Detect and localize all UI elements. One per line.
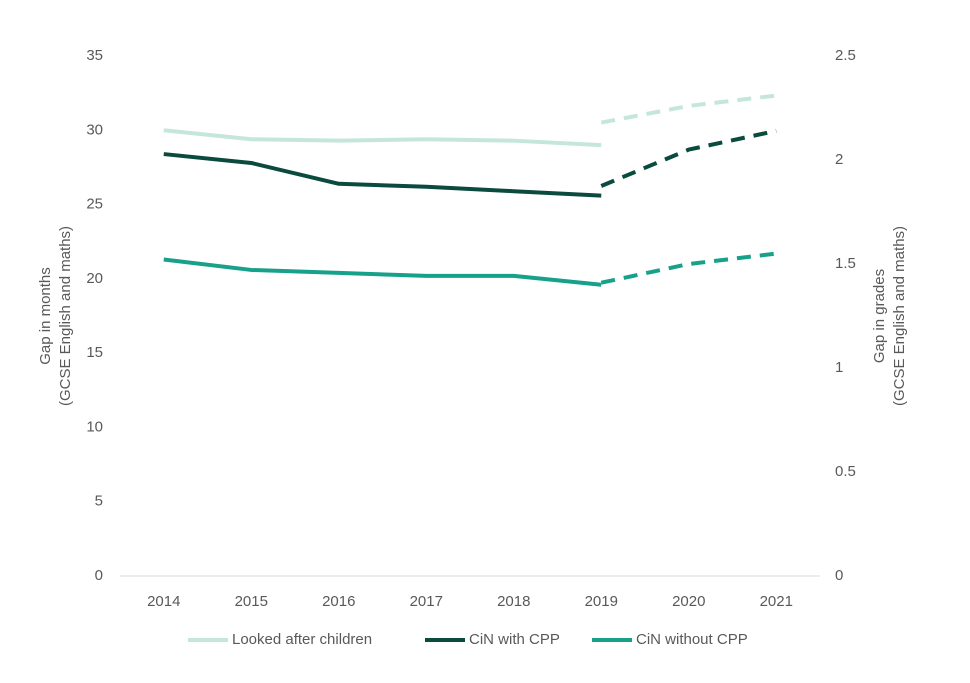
y2-tick-label: 0.5 xyxy=(835,463,856,480)
series-line xyxy=(163,257,602,287)
series-line xyxy=(600,251,777,285)
y-tick-label: 20 xyxy=(86,270,103,287)
y-tick-label: 5 xyxy=(95,493,103,510)
y-axis-title: Gap in months xyxy=(37,267,54,365)
x-tick-label: 2014 xyxy=(147,593,180,610)
series-line xyxy=(600,93,777,125)
y-tick-label: 30 xyxy=(86,121,103,138)
legend-label: Looked after children xyxy=(232,631,372,648)
y-tick-label: 15 xyxy=(86,344,103,361)
series-line xyxy=(600,128,777,188)
y2-tick-label: 1 xyxy=(835,359,843,376)
y2-tick-label: 2.5 xyxy=(835,47,856,64)
x-tick-label: 2015 xyxy=(235,593,268,610)
legend-label: CiN without CPP xyxy=(636,631,748,648)
y2-axis-title: (GCSE English and maths) xyxy=(891,226,908,406)
y-tick-label: 10 xyxy=(86,418,103,435)
series-line xyxy=(163,152,602,198)
y-tick-label: 35 xyxy=(86,47,103,64)
y-axis-title: (GCSE English and maths) xyxy=(57,226,74,406)
y2-tick-label: 2 xyxy=(835,151,843,168)
y-tick-label: 25 xyxy=(86,196,103,213)
x-tick-label: 2021 xyxy=(760,593,793,610)
x-tick-label: 2020 xyxy=(672,593,705,610)
y2-axis-title: Gap in grades xyxy=(871,269,888,363)
x-tick-label: 2016 xyxy=(322,593,355,610)
x-tick-label: 2018 xyxy=(497,593,530,610)
y2-tick-label: 0 xyxy=(835,567,843,584)
x-tick-label: 2019 xyxy=(585,593,618,610)
series-line xyxy=(163,128,602,148)
legend-label: CiN with CPP xyxy=(469,631,560,648)
y2-tick-label: 1.5 xyxy=(835,255,856,272)
x-tick-label: 2017 xyxy=(410,593,443,610)
y-tick-label: 0 xyxy=(95,567,103,584)
